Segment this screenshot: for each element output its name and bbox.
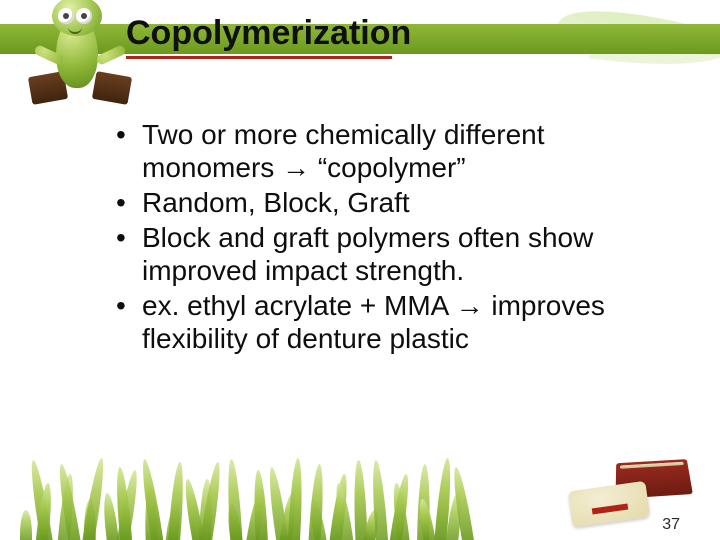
bookworm-mascot xyxy=(34,2,124,102)
page-number: 37 xyxy=(662,516,680,534)
book-scroll-decoration xyxy=(570,458,690,518)
bullet-item: Random, Block, Graft xyxy=(112,186,664,219)
grass-decoration xyxy=(20,450,460,540)
bullet-item: ex. ethyl acrylate + MMA → improves flex… xyxy=(112,289,664,355)
slide-title: Copolymerization xyxy=(126,14,411,53)
bullet-item: Two or more chemically different monomer… xyxy=(112,118,664,184)
title-underline xyxy=(126,56,392,59)
bullet-item: Block and graft polymers often show impr… xyxy=(112,221,664,287)
bullet-list: Two or more chemically different monomer… xyxy=(112,118,664,357)
